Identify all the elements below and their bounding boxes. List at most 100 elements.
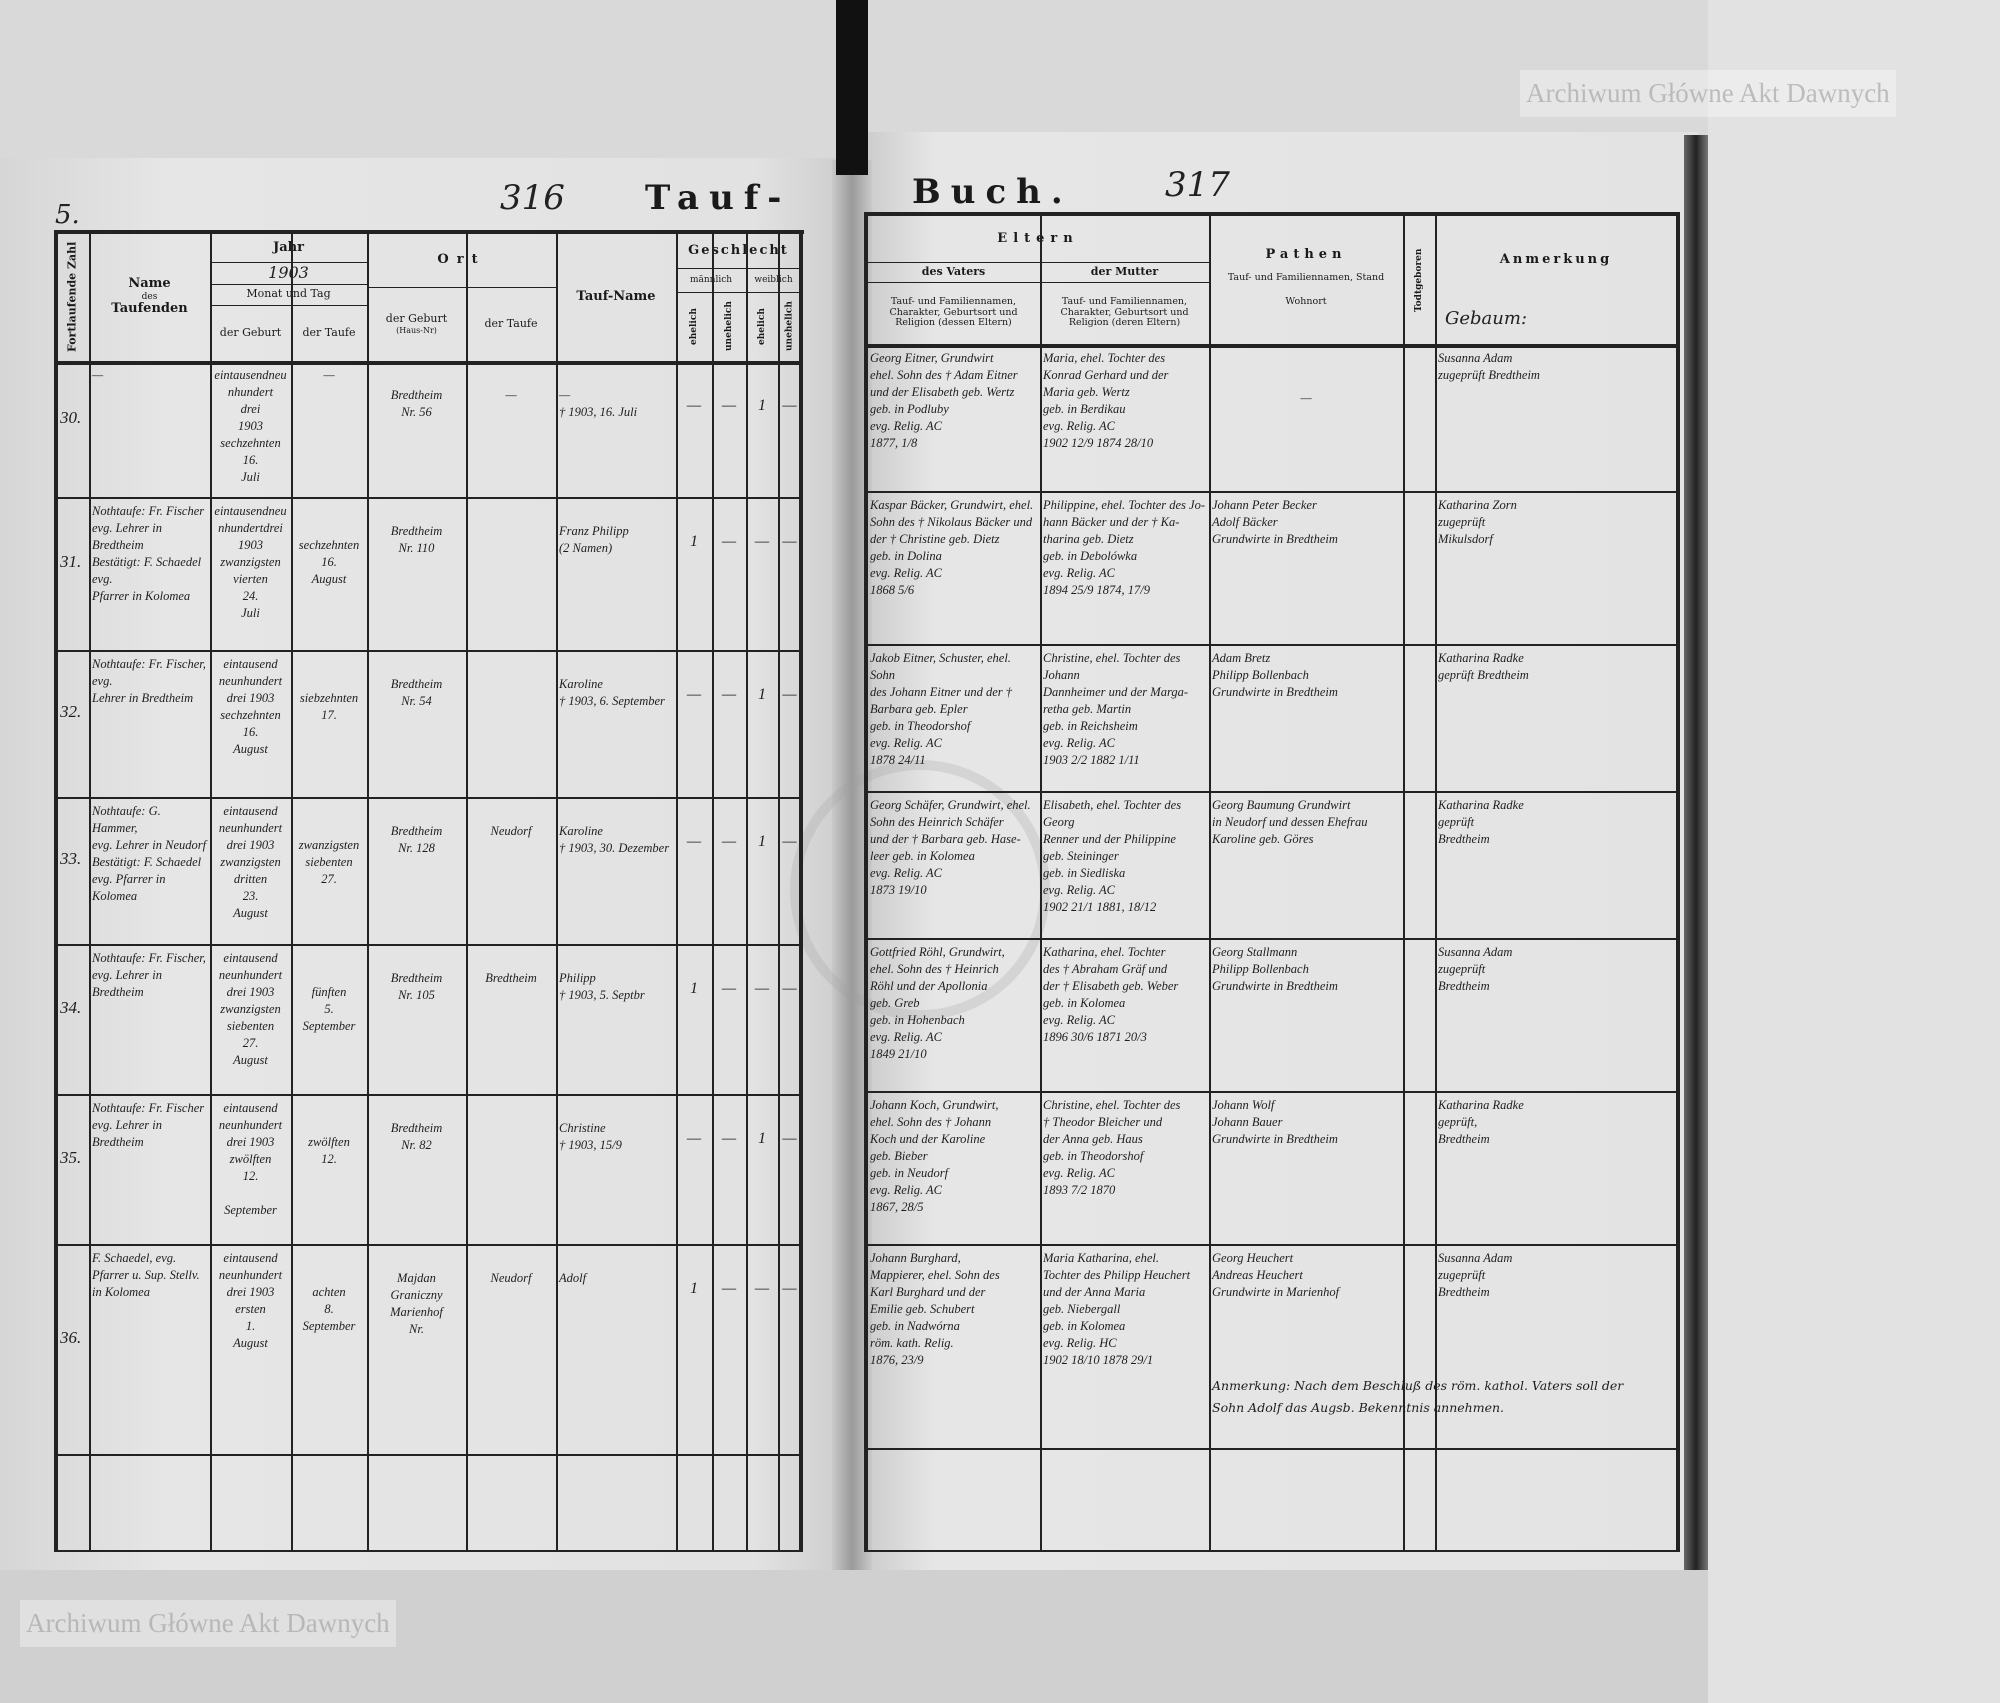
header-rule — [867, 344, 1677, 348]
remark-cell: Susanna Adam zugeprüft Bredtheim — [1435, 940, 1677, 1090]
baptism-date-cell-line — [294, 503, 364, 520]
father-cell: Georg Eitner, Grundwirt ehel. Sohn des † … — [867, 346, 1040, 490]
mother-cell-line: der Anna geb. Haus — [1043, 1132, 1143, 1146]
birth-place-cell: Bredtheim Nr. 54 — [367, 672, 466, 796]
baptism-date-cell-line: — — [323, 368, 335, 382]
mother-cell: Maria Katharina, ehel. Tochter des Philip… — [1040, 1246, 1209, 1447]
female-illegitimate-mark: — — [782, 686, 797, 703]
godparents-cell-line: — — [1300, 391, 1312, 405]
mother-cell-line: tharina geb. Dietz — [1043, 532, 1134, 546]
header-rule — [367, 287, 556, 288]
birth-place-cell-line: Bredtheim — [390, 1121, 443, 1135]
mother-cell-line: 1902 12/9 1874 28/10 — [1043, 436, 1154, 450]
mother-cell-line: Renner und der Philippine — [1043, 832, 1176, 846]
baptism-date-cell-line — [294, 1250, 364, 1267]
birth-place-cell-line: Nr. 110 — [398, 541, 435, 555]
father-cell: Johann Burghard, Mappierer, ehel. Sohn de… — [867, 1246, 1040, 1447]
baptism-date-cell-line — [294, 656, 364, 673]
birth-date-cell-line: drei 1903 — [226, 838, 275, 852]
father-cell-line: und der Elisabeth geb. Wertz — [870, 385, 1015, 399]
header-baptismal-name: Tauf-Name — [576, 289, 656, 305]
baptism-date-cell-line — [294, 950, 364, 967]
mother-cell-line: geb. in Kolomea — [1043, 996, 1126, 1010]
entry-number: 36. — [60, 1327, 82, 1347]
header-rule — [867, 262, 1209, 263]
remark-cell-line: Bredtheim — [1438, 1132, 1490, 1146]
mother-cell: Katharina, ehel. Tochter des † Abraham Gr… — [1040, 940, 1209, 1090]
birth-date-cell-line: drei — [240, 402, 261, 416]
header-name-line: des — [141, 291, 158, 302]
birth-place-cell-line: Nr. 105 — [398, 988, 435, 1002]
birth-place-cell-line: Nr. — [409, 1322, 424, 1336]
table-border — [799, 230, 803, 1552]
birth-date-cell-line: ersten — [235, 1302, 266, 1316]
mother-cell-line: Maria geb. Wertz — [1043, 385, 1130, 399]
birth-date-cell-line: 12. — [242, 1169, 259, 1183]
mother-cell-line: geb. in Debolówka — [1043, 549, 1138, 563]
column-rule — [746, 232, 748, 1550]
mother-cell-line: geb. Steininger — [1043, 849, 1119, 863]
mother-cell-line: 1894 25/9 1874, 17/9 — [1043, 583, 1150, 597]
birth-date-cell-line: drei 1903 — [226, 691, 275, 705]
father-cell-line: geb. Greb — [870, 996, 920, 1010]
child-name-cell: Nothtaufe: Fr. Fischer, evg. Lehrer in Br… — [89, 652, 210, 796]
baptism-date-cell-line: 27. — [321, 872, 337, 886]
header-rule — [676, 268, 801, 269]
birth-date-cell-line: 16. — [242, 725, 259, 739]
remark-cell-line: Katharina Zorn — [1438, 498, 1517, 512]
archive-watermark: Archiwum Główne Akt Dawnych — [1520, 70, 1896, 117]
header-father-desc: Tauf- und Familiennamen, Charakter, Gebu… — [889, 295, 1018, 329]
child-name-cell-line: Bestätigt: F. Schaedel evg. — [92, 555, 202, 586]
row-rule — [867, 938, 1677, 940]
father-cell-line: geb. in Dolina — [870, 549, 942, 563]
birth-date-cell-line: drei 1903 — [226, 1285, 275, 1299]
column-rule — [291, 232, 293, 1550]
birth-date-cell-line: siebenten — [226, 1019, 275, 1033]
remark-cell: Susanna Adam zugeprüft Bredtheim — [1435, 1246, 1677, 1336]
godparents-cell-line: Philipp Bollenbach — [1212, 668, 1309, 682]
header-place: Ort — [437, 251, 486, 267]
father-cell: Georg Schäfer, Grundwirt, ehel. Sohn des … — [867, 793, 1040, 937]
baptism-date-cell-line: zwanzigsten — [298, 838, 360, 852]
mother-cell: Christine, ehel. Tochter des † Theodor Bl… — [1040, 1093, 1209, 1243]
header-name-line: Taufenden — [111, 301, 188, 317]
female-legitimate-mark: 1 — [758, 397, 766, 414]
father-cell-line: Georg Eitner, Grundwirt — [870, 351, 994, 365]
mother-cell-line: Tochter des Philipp Heuchert — [1043, 1268, 1191, 1282]
godparents-cell-line: Adolf Bäcker — [1212, 515, 1278, 529]
child-name-cell-line: Pfarrer u. Sup. Stellv. — [92, 1268, 200, 1282]
birth-date-cell-line: eintausend neunhundert — [218, 951, 283, 982]
godparents-cell-line: Johann Wolf — [1212, 1098, 1275, 1112]
baptismal-name-cell-line: Karoline — [559, 824, 603, 838]
female-illegitimate-mark: — — [782, 980, 797, 997]
remark-cell-line: zugeprüft Bredtheim — [1438, 368, 1540, 382]
birth-date-cell-line: eintausend neunhundert — [218, 1101, 283, 1132]
header-name-line: Name — [128, 275, 171, 291]
female-legitimate-mark: 1 — [758, 686, 766, 703]
baptismal-name-cell: Karoline † 1903, 30. Dezember — [556, 819, 676, 943]
child-name-cell-line: evg. Lehrer in Neudorf — [92, 838, 207, 852]
father-cell-line: 1868 5/6 — [870, 583, 915, 597]
father-cell: Kaspar Bäcker, Grundwirt, ehel. Sohn des … — [867, 493, 1040, 643]
birth-date-cell-line: zwanzigsten — [220, 555, 281, 569]
entry-number: 30. — [60, 407, 82, 427]
father-cell-line: 1877, 1/8 — [870, 436, 918, 450]
baptism-date-cell-line — [294, 520, 364, 537]
mother-cell-line: evg. Relig. AC — [1043, 566, 1115, 580]
father-cell-line: Kaspar Bäcker, Grundwirt, ehel. — [870, 498, 1034, 512]
godparents-cell-line: Johann Bauer — [1212, 1115, 1283, 1129]
baptism-date-cell: — — [291, 363, 367, 496]
header-mother-desc: Tauf- und Familiennamen, Charakter, Gebu… — [1060, 295, 1189, 329]
entry-number: 32. — [60, 702, 82, 721]
baptismal-name-cell: Franz Philipp (2 Namen) — [556, 519, 676, 649]
remark-cell: Katharina Zorn zugeprüft Mikulsdorf — [1435, 493, 1677, 643]
birth-date-cell-line: Juli — [241, 470, 260, 484]
baptism-date-cell-line — [294, 1100, 364, 1117]
header-male-illegitimate: unehelich — [723, 301, 734, 352]
baptismal-name-cell-line: Adolf — [559, 1271, 587, 1285]
row-rule — [57, 797, 801, 799]
birth-date-cell-line: eintausend neunhundert — [218, 804, 283, 835]
male-illegitimate-mark: — — [721, 533, 737, 550]
male-legitimate-mark: — — [686, 686, 702, 703]
baptismal-name-cell-line: † 1903, 15/9 — [559, 1138, 622, 1152]
